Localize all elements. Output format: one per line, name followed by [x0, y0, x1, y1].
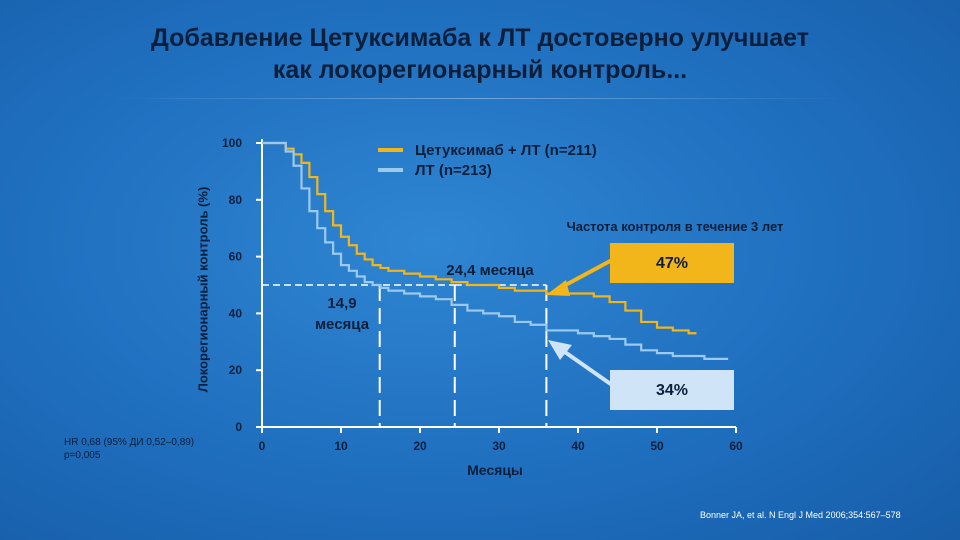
x-tick-label: 30 [492, 439, 506, 453]
title-divider [110, 98, 850, 99]
cetuximab-rate-arrowhead [546, 280, 570, 296]
median-cetuximab-label: 24,4 месяца [446, 262, 534, 279]
x-tick-label: 20 [413, 439, 427, 453]
y-tick-label: 20 [229, 363, 243, 377]
legend-label: ЛТ (n=213) [415, 162, 492, 179]
rt-rate-label: 34% [656, 382, 688, 399]
three-year-rate-subtitle: Частота контроля в течение 3 лет [567, 219, 784, 234]
y-tick-label: 40 [229, 306, 243, 320]
rt-rate-arrowhead [548, 340, 572, 360]
y-tick-label: 0 [235, 420, 242, 434]
x-axis-label: Месяцы [467, 462, 523, 478]
median-rt-label-line2: месяца [315, 316, 370, 333]
title-line-2: как локорегионарный контроль... [272, 56, 688, 84]
y-tick-label: 80 [229, 193, 243, 207]
cetuximab-rt-curve [262, 141, 697, 335]
x-tick-label: 0 [259, 439, 266, 453]
hazard-ratio-note: HR 0,68 (95% ДИ 0,52–0,89) p=0,005 [64, 436, 194, 462]
cetuximab-rate-box [610, 243, 734, 283]
cetuximab-rate-label: 47% [656, 255, 688, 272]
y-tick-label: 60 [229, 250, 243, 264]
slide-title: Добавление Цетуксимаба к ЛТ достоверно у… [0, 22, 960, 86]
reference-citation: Bonner JA, et al. N Engl J Med 2006;354:… [700, 510, 901, 520]
cetuximab-rate-arrow-line [559, 258, 613, 290]
median-rt-label-line1: 14,9 [327, 295, 356, 312]
x-tick-label: 40 [571, 439, 585, 453]
legend-label: Цетуксимаб + ЛТ (n=211) [415, 142, 597, 159]
p-value-text: p=0,005 [64, 450, 101, 461]
rt-rate-box [610, 370, 734, 410]
rt-rate-arrow-line [560, 348, 614, 387]
hazard-ratio-text: HR 0,68 (95% ДИ 0,52–0,89) [64, 437, 195, 448]
rt-curve [262, 141, 729, 360]
y-tick-label: 100 [222, 136, 242, 150]
x-tick-label: 60 [729, 439, 743, 453]
x-tick-label: 50 [650, 439, 664, 453]
x-tick-label: 10 [334, 439, 348, 453]
title-line-1: Добавление Цетуксимаба к ЛТ достоверно у… [150, 24, 810, 52]
